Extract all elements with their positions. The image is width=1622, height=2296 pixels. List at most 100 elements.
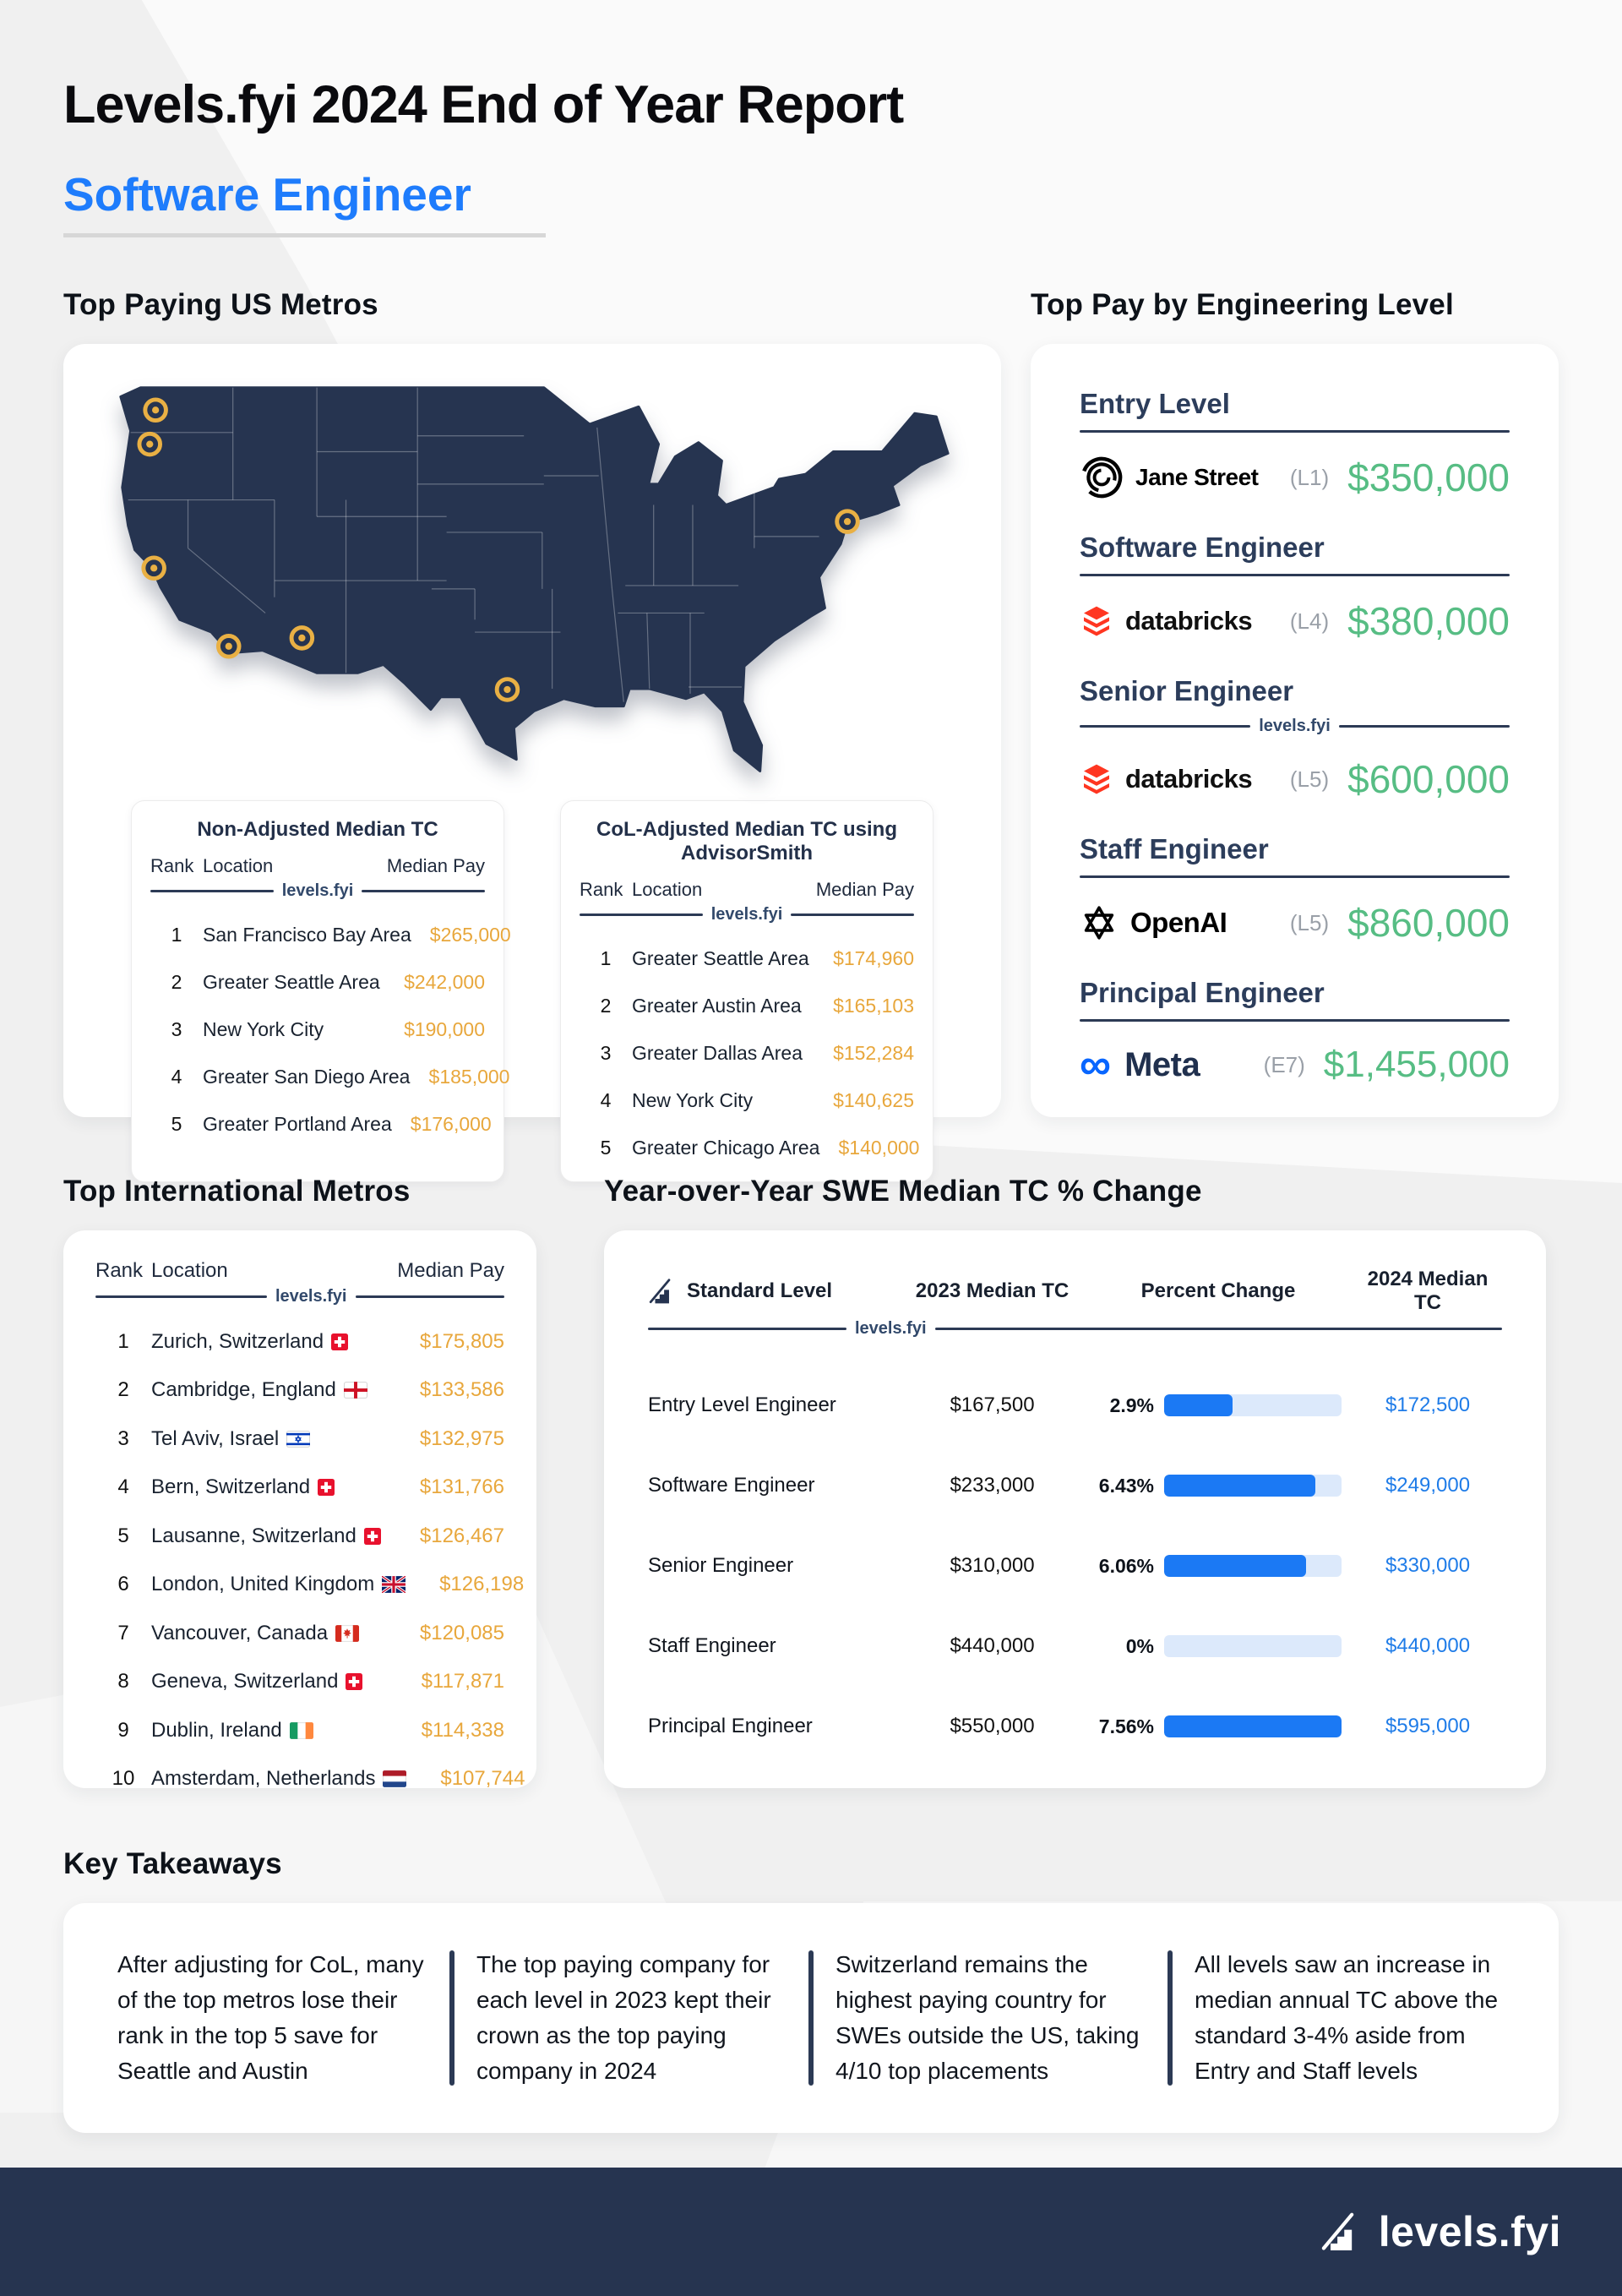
- israel-flag-icon: [286, 1430, 311, 1448]
- levelsfyi-watermark: levels.fyi: [1259, 717, 1331, 735]
- company-level-label: (L5): [1289, 909, 1330, 935]
- table-header: Standard Level 2023 Median TC Percent Ch…: [648, 1268, 1502, 1315]
- table-header: Rank Location Median Pay: [580, 879, 914, 901]
- header-divider: levels.fyi: [95, 1288, 504, 1305]
- databricks-logo-icon: [1080, 604, 1113, 638]
- level-title: Entry Level: [1080, 388, 1230, 419]
- table-row: 3 Tel Aviv, Israel $132,975: [117, 1426, 504, 1450]
- table-row: 3 New York City $190,000: [171, 1018, 485, 1040]
- yoy-row: Principal Engineer $550,000 7.56% $595,0…: [648, 1715, 1471, 1737]
- col-adjusted-table: CoL-Adjusted Median TC using AdvisorSmit…: [560, 800, 933, 1182]
- table-title: Non-Adjusted Median TC: [197, 818, 438, 841]
- level-block-principal: Principal Engineer ∞ Meta (E7) $1,455,00…: [1080, 977, 1510, 1087]
- table-row: 5 Greater Portland Area $176,000: [171, 1113, 492, 1135]
- percent-label: 6.06%: [1098, 1554, 1154, 1577]
- table-row: 2 Greater Seattle Area $242,000: [171, 971, 485, 993]
- page-title: Levels.fyi 2024 End of Year Report: [63, 75, 904, 134]
- col-rank: Rank: [580, 879, 623, 900]
- level-block-senior: Senior Engineer levels.fyi databricks (L: [1080, 675, 1510, 802]
- level-row: databricks (L4) $380,000: [1080, 598, 1510, 644]
- company-name: Jane Street: [1135, 464, 1259, 490]
- company-level-label: (L1): [1289, 464, 1330, 490]
- table-row: 1 Zurich, Switzerland $175,805: [117, 1329, 504, 1353]
- percent-bar: [1164, 1394, 1342, 1416]
- takeaways-card: After adjusting for CoL, many of the top…: [63, 1903, 1559, 2133]
- company-level-label: (L4): [1289, 608, 1330, 634]
- map-marker-seattle: [143, 397, 168, 423]
- pay-value: $600,000: [1347, 757, 1510, 801]
- level-title: Senior Engineer: [1080, 675, 1294, 706]
- switzerland-flag-icon: [346, 1673, 363, 1690]
- company-level-label: (L5): [1289, 766, 1330, 792]
- yoy-section: Year-over-Year SWE Median TC % Change St…: [604, 1175, 1546, 1788]
- level-row: databricks (L5) $600,000: [1080, 756, 1510, 802]
- takeaway-item: After adjusting for CoL, many of the top…: [117, 1951, 424, 2084]
- top-pay-section: Top Pay by Engineering Level Entry Level…: [1031, 288, 1559, 1117]
- percent-label: 0%: [1125, 1634, 1154, 1657]
- percent-label: 2.9%: [1109, 1393, 1154, 1416]
- international-card: Rank Location Median Pay levels.fyi 1 Zur…: [63, 1230, 536, 1790]
- switzerland-flag-icon: [318, 1479, 335, 1496]
- table-row: 2 Cambridge, England $133,586: [117, 1378, 504, 1401]
- switzerland-flag-icon: [331, 1333, 349, 1350]
- us-map-graphic: [119, 386, 950, 772]
- us-metros-heading: Top Paying US Metros: [63, 288, 378, 321]
- table-header: Rank Location Median Pay: [150, 855, 485, 877]
- level-title: Staff Engineer: [1080, 833, 1269, 864]
- map-marker-austin: [494, 677, 520, 702]
- level-row: Jane Street (L1) $350,000: [1080, 455, 1510, 500]
- level-title: Principal Engineer: [1080, 977, 1325, 1008]
- table-row: 4 New York City $140,625: [600, 1089, 914, 1111]
- top-pay-heading: Top Pay by Engineering Level: [1031, 288, 1454, 321]
- us-metros-card: Non-Adjusted Median TC Rank Location Med…: [63, 344, 1001, 1182]
- level-title: Software Engineer: [1080, 532, 1325, 563]
- table-row: 1 Greater Seattle Area $174,960: [600, 947, 914, 969]
- col-location: Location: [203, 855, 274, 876]
- header-divider: levels.fyi: [648, 1320, 1502, 1337]
- col-median-pay: Median Pay: [815, 879, 914, 900]
- company-name: OpenAI: [1130, 907, 1227, 938]
- col-standard-level: Standard Level: [687, 1279, 833, 1302]
- percent-bar: [1164, 1555, 1342, 1577]
- percent-label: 7.56%: [1098, 1715, 1154, 1737]
- takeaways-heading: Key Takeaways: [63, 1847, 282, 1880]
- table-row: 1 San Francisco Bay Area $265,000: [171, 924, 511, 946]
- header-divider: levels.fyi: [580, 906, 915, 923]
- takeaway-divider: [1168, 1950, 1173, 2086]
- level-block-entry: Entry Level Jane Street (L1) $350,000: [1080, 388, 1510, 500]
- col-location: Location: [632, 879, 703, 900]
- pay-value: $380,000: [1347, 599, 1510, 643]
- map-marker-phoenix: [289, 625, 315, 651]
- yoy-heading: Year-over-Year SWE Median TC % Change: [604, 1175, 1202, 1208]
- table-row: 4 Greater San Diego Area $185,000: [171, 1066, 510, 1088]
- company-name: Meta: [1124, 1045, 1200, 1083]
- levelsfyi-stairs-icon: [1320, 2210, 1363, 2254]
- uk-flag-icon: [382, 1576, 406, 1593]
- footer: levels.fyi: [0, 2168, 1622, 2296]
- percent-label: 6.43%: [1098, 1474, 1154, 1497]
- ireland-flag-icon: [289, 1721, 313, 1739]
- col-rank: Rank: [150, 855, 194, 876]
- takeaway-item: All levels saw an increase in median ann…: [1195, 1951, 1499, 2084]
- databricks-logo-icon: [1080, 762, 1113, 796]
- table-row: 6 London, United Kingdom $126,198: [117, 1573, 525, 1595]
- table-row: 5 Lausanne, Switzerland $126,467: [117, 1524, 504, 1547]
- takeaway-divider: [449, 1950, 454, 2086]
- canada-flag-icon: [335, 1624, 360, 1642]
- table-row: 8 Geneva, Switzerland $117,871: [117, 1670, 504, 1693]
- non-adjusted-table: Non-Adjusted Median TC Rank Location Med…: [131, 800, 511, 1182]
- us-map: [84, 371, 981, 794]
- international-heading: Top International Metros: [63, 1175, 411, 1208]
- levelsfyi-brand-text: levels.fyi: [1378, 2208, 1561, 2255]
- level-row: OpenAI (L5) $860,000: [1080, 900, 1510, 946]
- percent-bar: [1164, 1715, 1342, 1737]
- table-title: CoL-Adjusted Median TC using AdvisorSmit…: [596, 818, 897, 864]
- header-divider: levels.fyi: [150, 882, 486, 899]
- level-block-swe: Software Engineer databricks (L4) $380,0…: [1080, 532, 1510, 644]
- table-row: 4 Bern, Switzerland $131,766: [117, 1475, 504, 1498]
- levelsfyi-stairs-icon: [648, 1277, 677, 1306]
- col-median-pay: Median Pay: [386, 855, 485, 876]
- jane-street-logo-icon: [1080, 455, 1124, 499]
- map-marker-new-york-city: [835, 509, 860, 534]
- col-median-pay: Median Pay: [397, 1259, 504, 1282]
